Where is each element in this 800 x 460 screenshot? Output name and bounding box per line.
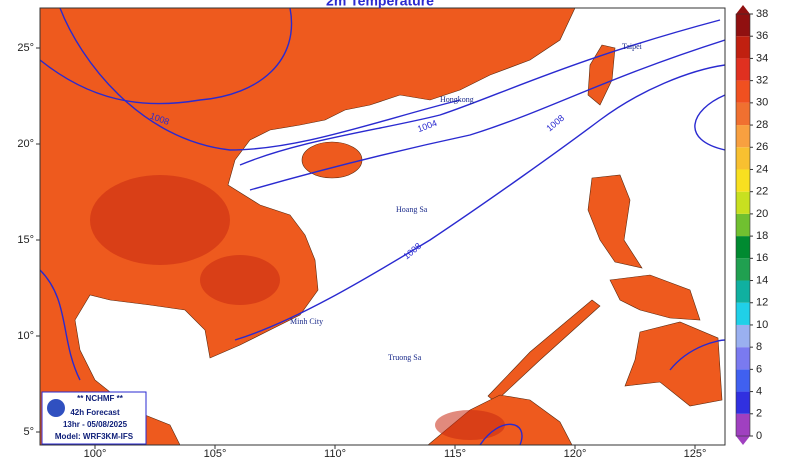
colorbar-tick-label: 20 — [756, 208, 768, 220]
hot-spots — [90, 175, 505, 440]
colorbar-tick-label: 6 — [756, 363, 762, 375]
colorbar-segment — [736, 14, 750, 37]
colorbar-segment — [736, 302, 750, 325]
colorbar-tick-label: 24 — [756, 163, 768, 175]
map-area — [40, 8, 725, 445]
colorbar-tick-label: 10 — [756, 319, 768, 331]
colorbar-segment — [736, 125, 750, 148]
colorbar-tick-label: 30 — [756, 97, 768, 109]
title: 2m Temperature — [326, 0, 434, 9]
colorbar-segment — [736, 391, 750, 414]
visayas — [609, 274, 701, 321]
colorbar-segment — [736, 169, 750, 192]
isobars — [40, 8, 725, 445]
place-label: Taipei — [622, 42, 643, 51]
info-line: ** NCHMF ** — [77, 394, 124, 403]
lat-tick-label: 20° — [17, 138, 34, 150]
colorbar-segment — [736, 58, 750, 81]
colorbar-tick-label: 2 — [756, 408, 762, 420]
colorbar-tick-label: 4 — [756, 385, 762, 397]
colorbar-tick-label: 38 — [756, 8, 768, 20]
colorbar-tick-label: 22 — [756, 186, 768, 198]
colorbar-segment — [736, 369, 750, 392]
place-label: Hongkong — [440, 95, 474, 104]
colorbar-tick-label: 36 — [756, 30, 768, 42]
colorbar-tick-label: 16 — [756, 252, 768, 264]
mainland — [40, 8, 576, 445]
mindanao — [624, 321, 723, 407]
lat-tick-label: 5° — [23, 426, 34, 438]
colorbar-tick-label: 32 — [756, 75, 768, 87]
lat-tick-label: 15° — [17, 234, 34, 246]
lon-tick-label: 105° — [204, 448, 227, 460]
colorbar-segment — [736, 80, 750, 103]
luzon — [587, 174, 643, 269]
lon-tick-label: 100° — [84, 448, 107, 460]
colorbar-cap — [736, 5, 750, 14]
logo — [47, 399, 65, 417]
map-frame — [39, 7, 726, 446]
lon-tick-label: 125° — [684, 448, 707, 460]
lon-tick-label: 115° — [444, 448, 466, 460]
colorbar-tick-label: 26 — [756, 141, 768, 153]
colorbar-frame — [735, 13, 751, 437]
colorbar-segment — [736, 147, 750, 170]
info-line: Model: WRF3KM-IFS — [55, 432, 134, 441]
colorbar-tick-label: 8 — [756, 341, 762, 353]
info-frame — [41, 391, 147, 445]
colorbar-segment — [736, 191, 750, 214]
info-box: ** NCHMF ** 42h Forecast 13hr - 05/08/20… — [41, 391, 147, 445]
colorbar-segment — [736, 324, 750, 348]
colorbar-tick-label: 28 — [756, 119, 768, 131]
colorbar-cap — [736, 436, 750, 445]
colorbar-tick-label: 0 — [756, 430, 762, 442]
colorbar-tick-label: 18 — [756, 230, 768, 242]
colorbar-segment — [736, 347, 750, 370]
colorbar-segment — [736, 280, 750, 303]
colorbar-tick-label: 34 — [756, 52, 768, 64]
taiwan — [587, 44, 616, 106]
lon-tick-label: 110° — [324, 448, 346, 460]
lon-tick-label: 120° — [564, 448, 587, 460]
colorbar-tick-label: 12 — [756, 297, 768, 309]
lat-tick-label: 25° — [17, 42, 34, 54]
place-label: Minh City — [290, 317, 323, 326]
colorbar-segment — [736, 258, 750, 281]
place-label: Truong Sa — [388, 353, 422, 362]
colorbar-segment — [736, 213, 750, 237]
info-line: 42h Forecast — [70, 408, 120, 417]
colorbar-segment — [736, 236, 750, 259]
info-line: 13hr - 05/08/2025 — [63, 420, 128, 429]
colorbar-segment — [736, 413, 750, 436]
colorbar-segment — [736, 36, 750, 59]
colorbar-tick-label: 14 — [756, 274, 768, 286]
land — [40, 8, 723, 445]
lat-tick-label: 10° — [17, 330, 34, 342]
colorbar-segment — [736, 102, 750, 126]
place-label: Hoang Sa — [396, 205, 428, 214]
